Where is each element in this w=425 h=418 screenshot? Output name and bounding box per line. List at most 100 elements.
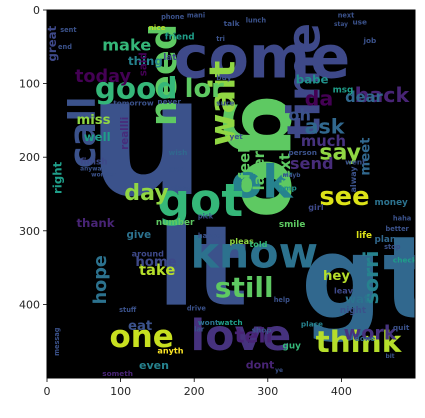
word-yet-93: yet (230, 132, 244, 141)
word-tell-24: tell (235, 324, 273, 348)
word-wish-90: wish (168, 148, 187, 157)
word-quit-82: quit (393, 323, 410, 332)
word-haha-106: haha (393, 214, 411, 222)
word-well-42: well (84, 130, 111, 144)
word-eat-53: eat (128, 319, 153, 334)
word-make-31: make (102, 35, 151, 54)
word-around-66: around (132, 249, 165, 259)
word-stay-113: stay (334, 22, 348, 28)
word-buy-88: buy (216, 73, 232, 82)
word-even-51: even (139, 359, 169, 372)
word-next-86: next (338, 11, 355, 19)
x-axis: 0 100 200 300 400 (44, 378, 352, 398)
word-night-55: night (340, 306, 367, 316)
word-told-70: told (249, 239, 267, 249)
word-gt-1: gt (301, 212, 425, 345)
word-take-38: take (139, 262, 175, 279)
word-know-7: know (191, 229, 319, 279)
word-car-91: car (168, 165, 184, 175)
word-go-3: go (221, 95, 324, 219)
word-home-39: home (135, 255, 176, 270)
word-miss-41: miss (76, 113, 110, 128)
x-tick-label-100: 100 (110, 385, 131, 398)
word-shop-79: shop (252, 325, 272, 334)
word-meet-37: meet (358, 137, 373, 176)
word-wont-77: wont (198, 318, 219, 327)
word-wait-12: wait (203, 61, 244, 147)
word-mani-112: mani (187, 11, 205, 19)
word-later-33: later (251, 150, 268, 190)
word-oh-30: oh (288, 105, 311, 124)
word-sorri-25: sorri (359, 251, 383, 305)
word-someth-68: someth (102, 369, 133, 378)
y-tick-label-0: 0 (33, 4, 40, 17)
word-place-80: place (301, 319, 323, 328)
word-watch-78: watch (218, 318, 243, 327)
word-lunch-83: lunch (246, 17, 267, 25)
word-help-104: help (274, 296, 290, 304)
word-great-47: great (45, 25, 59, 61)
word-thing-43: thing (128, 54, 163, 68)
word-end-99: end (58, 43, 72, 51)
word-tomorrow-73: tomorrow (113, 99, 154, 108)
word-much-36: much (301, 133, 346, 150)
word-girl-75: girl (308, 202, 324, 212)
word-ok-5: ok (231, 156, 294, 209)
word-text-34: text (277, 153, 294, 187)
word-love-8: love (191, 311, 292, 361)
word-work-26: work (344, 322, 398, 345)
word-ye-117: ye (275, 368, 283, 374)
y-axis: 0 100 200 300 400 (19, 4, 47, 311)
word-better-105: better (386, 225, 410, 233)
word-use-85: use (352, 18, 367, 27)
word-job-97: job (362, 36, 376, 45)
word-anyth-67: anyth (157, 346, 183, 356)
word-ask-23: ask (305, 115, 346, 139)
word-late-59: late (163, 53, 182, 63)
word-messag-108: messag (53, 327, 61, 356)
word-send-28: send (290, 154, 334, 173)
word-stop-107: stop (384, 243, 401, 251)
word-call-10: call (61, 96, 104, 168)
x-tick-label-300: 300 (257, 385, 278, 398)
word-done-81: done (355, 334, 376, 343)
x-tick-label-400: 400 (331, 385, 352, 398)
word-got-6: got (157, 174, 243, 227)
word-smile-61: smile (279, 220, 306, 230)
word-day-19: day (124, 181, 168, 206)
word-said-44: said (137, 52, 149, 76)
word-money-64: money (375, 198, 409, 208)
word-person-95: person (288, 148, 317, 157)
word-come-4: come (174, 23, 351, 92)
y-tick-label-100: 100 (19, 78, 40, 91)
word-back-22: back (355, 83, 411, 107)
word-pick-115: pick (198, 212, 214, 220)
word-class-92: class (171, 183, 192, 192)
word-dear-35: dear (345, 89, 383, 106)
word-wonder-110: wonder (91, 172, 116, 178)
word-never-89: never (157, 97, 181, 106)
word-think-15: think (316, 325, 403, 359)
y-tick-label-300: 300 (19, 225, 40, 238)
word-lor-17: lor (185, 74, 225, 104)
word-good-13: good (95, 71, 178, 105)
plot-background (47, 10, 415, 378)
word-msg-57: msg (333, 85, 354, 95)
word-phone-111: phone (161, 13, 185, 21)
word-bit-118: bit (386, 354, 395, 360)
word-finish-56: finish (80, 158, 107, 168)
word-amp-76: amp (279, 183, 297, 192)
word-mayb-116: mayb (283, 173, 301, 179)
y-tick-label-200: 200 (19, 151, 40, 164)
word-nice-87: nice (149, 23, 166, 32)
x-tick-label-200: 200 (184, 385, 205, 398)
plot-frame (46, 9, 416, 379)
word-u-0: u (87, 41, 205, 234)
word-need-11: need (142, 24, 185, 126)
word-da-21: da (305, 87, 334, 111)
word-check-72: check (393, 255, 418, 264)
word-give-50: give (126, 229, 151, 241)
word-dont-52: dont (246, 358, 275, 371)
word-right-48: right (51, 161, 65, 194)
